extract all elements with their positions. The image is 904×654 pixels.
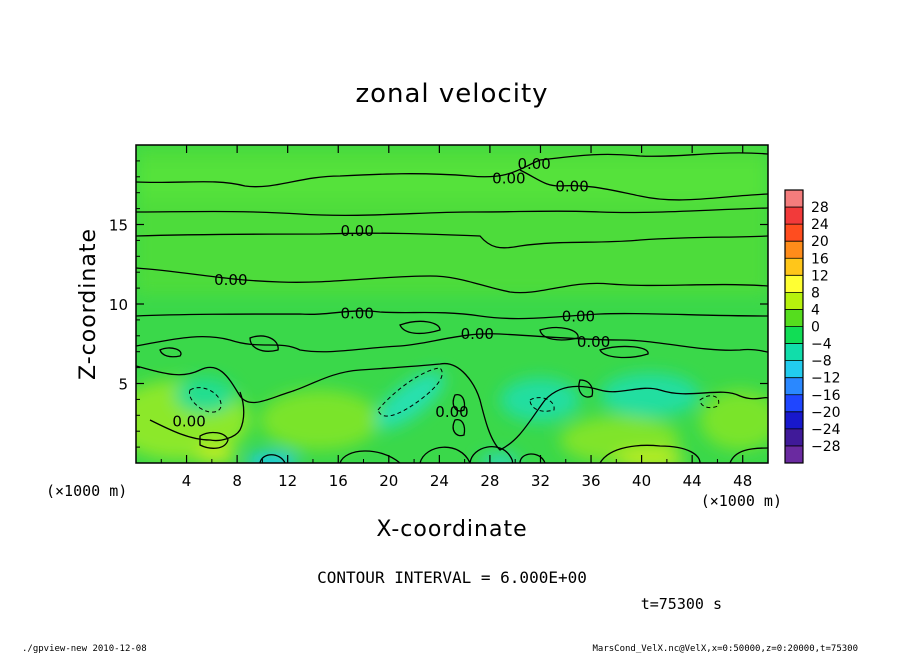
colorbar-label: 8 [811, 285, 820, 301]
contour-label: 0.00 [340, 305, 373, 323]
colorbar-swatch [785, 207, 803, 225]
x-unit-label-right: (×1000 m) [701, 492, 782, 510]
x-axis: 4 8 12 16 20 24 28 32 36 40 44 48 [160, 145, 752, 490]
contour-label: 0.00 [492, 169, 525, 187]
contour-label: 0.00 [555, 177, 588, 195]
x-tick-label: 24 [430, 472, 449, 490]
time-text: t=75300 s [641, 595, 722, 613]
colorbar-label: 0 [811, 320, 820, 336]
x-unit-label-left: (×1000 m) [46, 482, 127, 500]
contour-label: 0.00 [577, 333, 610, 351]
field-blobs [136, 145, 768, 463]
y-tick-label: 5 [118, 376, 128, 394]
colorbar-label: −28 [811, 439, 841, 455]
contour-label: 0.00 [172, 413, 205, 431]
colorbar-swatch [785, 411, 803, 430]
colorbar-swatch [785, 258, 803, 276]
colorbar-swatch [785, 292, 803, 310]
colorbar-swatch [785, 445, 803, 464]
colorbar-label: −16 [811, 388, 841, 404]
chart-title: zonal velocity [355, 79, 548, 109]
plot-area [136, 145, 768, 463]
contour-label: 0.00 [562, 308, 595, 326]
y-tick-label: 15 [109, 217, 128, 235]
colorbar-label: 12 [811, 268, 829, 284]
footer-right: MarsCond_VelX.nc@VelX,x=0:50000,z=0:2000… [592, 644, 858, 654]
x-tick-label: 32 [531, 472, 550, 490]
colorbar-swatch [785, 275, 803, 293]
colorbar-swatch [785, 394, 803, 413]
colorbar-label: 28 [811, 200, 829, 216]
colorbar-swatch [785, 343, 803, 361]
x-tick-label: 44 [683, 472, 702, 490]
contour-label: 0.00 [340, 222, 373, 240]
negative-contours [189, 367, 720, 417]
x-tick-label: 16 [329, 472, 348, 490]
x-tick-label: 40 [632, 472, 651, 490]
x-tick-label: 48 [733, 472, 752, 490]
colorbar-swatch [785, 224, 803, 242]
colorbar-swatch [785, 309, 803, 327]
contour-label: 0.00 [461, 325, 494, 343]
colorbar-swatch [785, 360, 803, 378]
footer-left: ./gpview-new 2010-12-08 [22, 644, 147, 654]
colorbar-swatch [785, 428, 803, 447]
y-tick-label: 10 [109, 296, 128, 314]
y-axis-label: Z-coordinate [76, 228, 101, 380]
x-tick-label: 4 [182, 472, 192, 490]
y-axis: 5 10 15 [109, 160, 768, 448]
x-tick-label: 12 [278, 472, 297, 490]
colorbar-label: 24 [811, 217, 829, 233]
colorbar-swatch [785, 241, 803, 259]
colorbar-label: −24 [811, 422, 841, 438]
colorbar-label: 4 [811, 302, 820, 318]
colorbar-label: −8 [811, 354, 832, 370]
x-axis-label: X-coordinate [376, 517, 527, 542]
colorbar-label: −20 [811, 405, 841, 421]
colorbar-label: 16 [811, 251, 829, 267]
colorbar-label: −4 [811, 337, 832, 353]
x-tick-label: 20 [379, 472, 398, 490]
x-tick-label: 28 [480, 472, 499, 490]
contour-label: 0.00 [214, 271, 247, 289]
x-tick-label: 8 [232, 472, 242, 490]
contour-interval-text: CONTOUR INTERVAL = 6.000E+00 [317, 568, 587, 587]
colorbar-swatch [785, 190, 803, 208]
colorbar-label: −12 [811, 371, 841, 387]
contour-lines [136, 152, 768, 463]
colorbar-label: 20 [811, 234, 829, 250]
colorbar-swatch [785, 377, 803, 396]
contour-label: 0.00 [517, 155, 550, 173]
colorbar-swatch [785, 326, 803, 344]
contour-labels: 0.000.000.000.000.000.000.000.000.000.00… [172, 155, 610, 431]
x-tick-label: 36 [581, 472, 600, 490]
contour-label: 0.00 [435, 403, 468, 421]
